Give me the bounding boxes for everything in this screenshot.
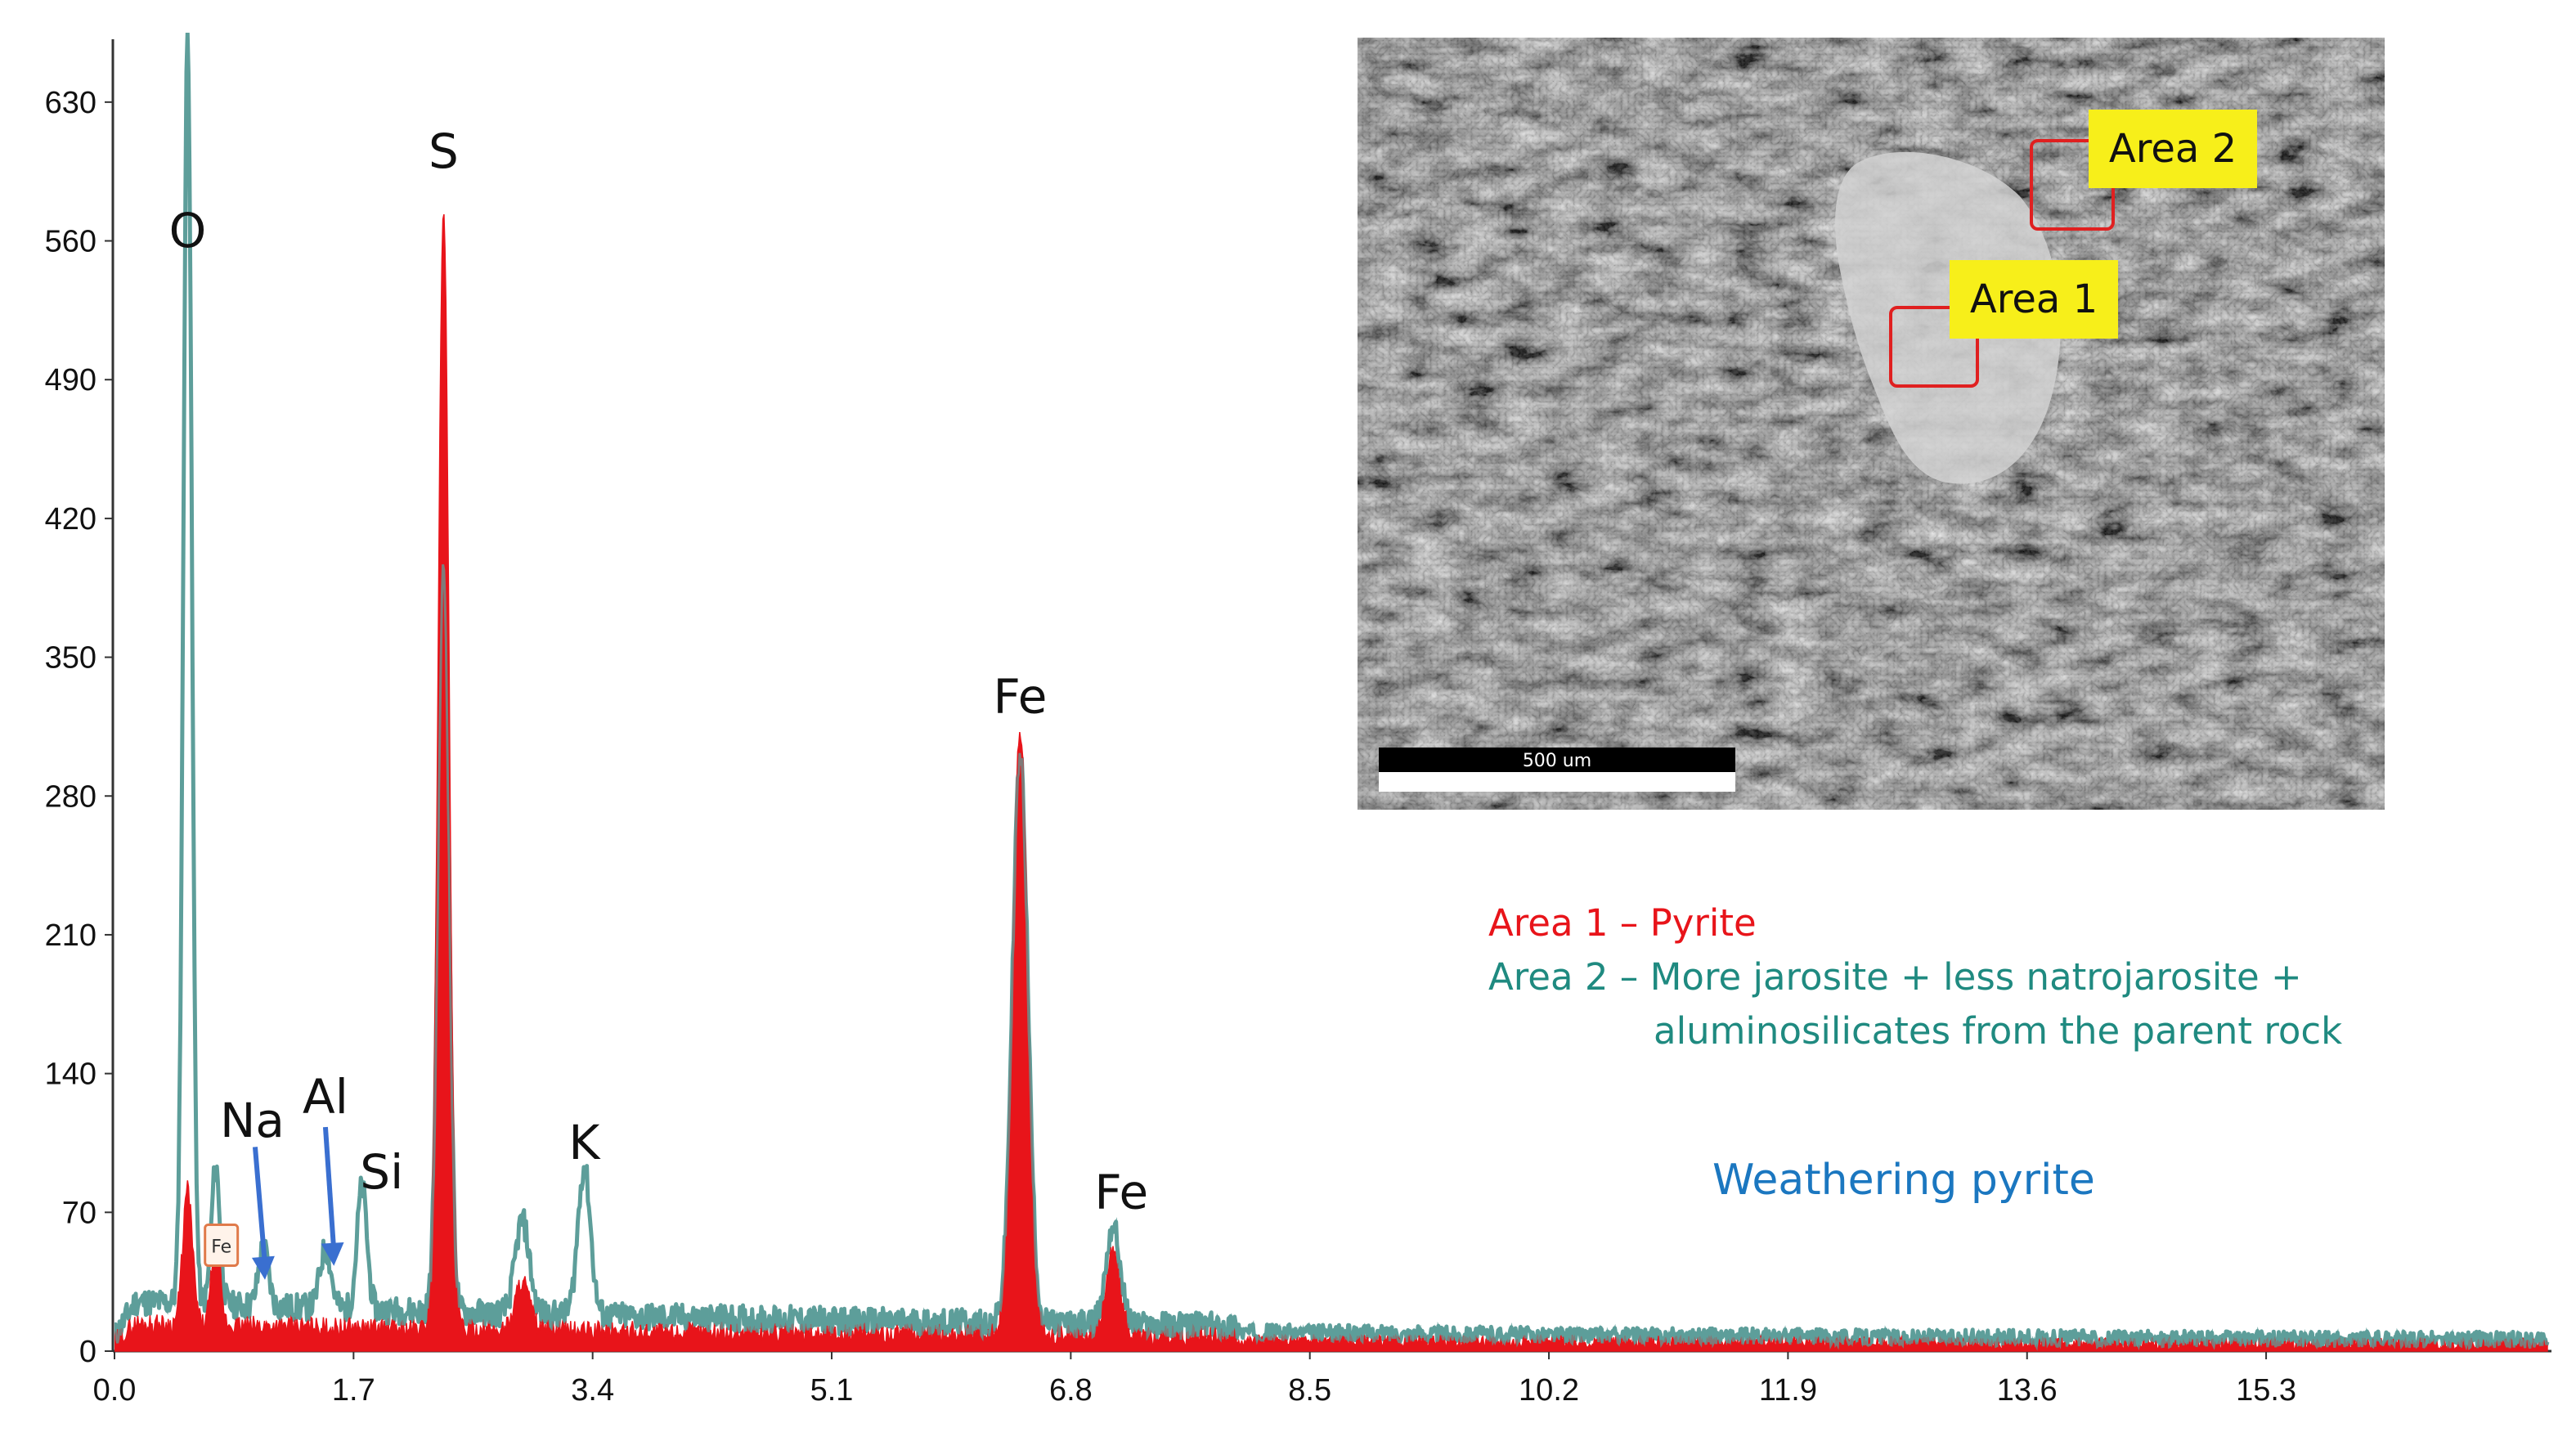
- y-tick-label-0: 0: [79, 1335, 96, 1369]
- peak-label-k-4: K: [568, 1115, 601, 1170]
- area1-box: [1889, 306, 1979, 388]
- spectrum-series: [114, 33, 2550, 1352]
- y-tick-label-6: 420: [45, 502, 96, 537]
- y-tick-label-3: 210: [45, 918, 96, 953]
- area2-label-box: [2089, 110, 2257, 188]
- x-tick-label-4: 6.8: [1049, 1373, 1093, 1408]
- scale-bar-white: [1379, 772, 1735, 792]
- arrow-head-1: [321, 1242, 344, 1266]
- peak-labels: O S Fe Fe K Si Na Al Fe: [169, 123, 1148, 1268]
- arrow-shaft-0: [252, 1147, 267, 1265]
- small-fe-tag-box: [204, 1224, 240, 1268]
- y-tick-label-4: 280: [45, 779, 96, 814]
- y-tick-label-1: 70: [62, 1196, 96, 1230]
- x-tick-label-7: 11.9: [1759, 1373, 1817, 1408]
- y-tick-label-2: 140: [45, 1058, 96, 1092]
- series-area2-overlay: [114, 33, 2549, 1351]
- x-tick-label-3: 5.1: [810, 1373, 854, 1408]
- y-tick-label-9: 630: [45, 86, 96, 120]
- sem-inset: Area 1 Area 2 500 um: [1358, 38, 2385, 810]
- x-tick-label-8: 13.6: [1997, 1373, 2058, 1408]
- y-tick-label-7: 490: [45, 363, 96, 397]
- x-tick-label-2: 3.4: [571, 1373, 614, 1408]
- legend: Area 1 – Pyrite Area 2 – More jarosite +…: [1488, 901, 2342, 1053]
- y-tick-labels: 0 70 140 210 280 350 420 490 560 630: [45, 86, 113, 1369]
- scale-bar-black: [1379, 748, 1735, 772]
- pyrite-grain: [1835, 151, 2061, 484]
- caption: Weathering pyrite: [1712, 1156, 2095, 1205]
- peak-label-fe-3: Fe: [1094, 1164, 1148, 1219]
- area2-label: Area 2: [2109, 126, 2237, 172]
- small-fe-tag-label: Fe: [211, 1237, 231, 1258]
- peak-label-s-1: S: [429, 123, 459, 179]
- legend-area1: Area 1 – Pyrite: [1488, 901, 1757, 945]
- arrow-head-0: [251, 1255, 275, 1280]
- legend-area2-line2: aluminosilicates from the parent rock: [1654, 1009, 2342, 1053]
- peak-label-si-5: Si: [360, 1144, 403, 1200]
- x-tick-label-5: 8.5: [1288, 1373, 1331, 1408]
- x-tick-label-6: 10.2: [1519, 1373, 1579, 1408]
- arrow-shaft-1: [322, 1126, 337, 1251]
- peak-label-o-0: O: [169, 203, 207, 258]
- x-tick-labels: 0.0 1.7 3.4 5.1 6.8 8.5 10.2 11.9 13.6 15.3: [93, 1351, 2296, 1408]
- area1-label: Area 1: [1970, 276, 2098, 322]
- scale-bar-label: 500 um: [1523, 751, 1591, 771]
- peak-label-fe-2: Fe: [994, 668, 1048, 724]
- y-tick-label-8: 560: [45, 225, 96, 259]
- peak-label-na-6: Na: [220, 1093, 285, 1148]
- legend-area2-line1: Area 2 – More jarosite + less natrojaros…: [1488, 955, 2302, 999]
- arrows: [251, 1126, 344, 1280]
- x-tick-label-0: 0.0: [93, 1373, 137, 1408]
- x-tick-label-9: 15.3: [2236, 1373, 2296, 1408]
- peak-label-al-7: Al: [303, 1069, 348, 1125]
- y-tick-label-5: 350: [45, 641, 96, 676]
- x-tick-label-1: 1.7: [332, 1373, 375, 1408]
- area1-label-box: [1950, 260, 2118, 339]
